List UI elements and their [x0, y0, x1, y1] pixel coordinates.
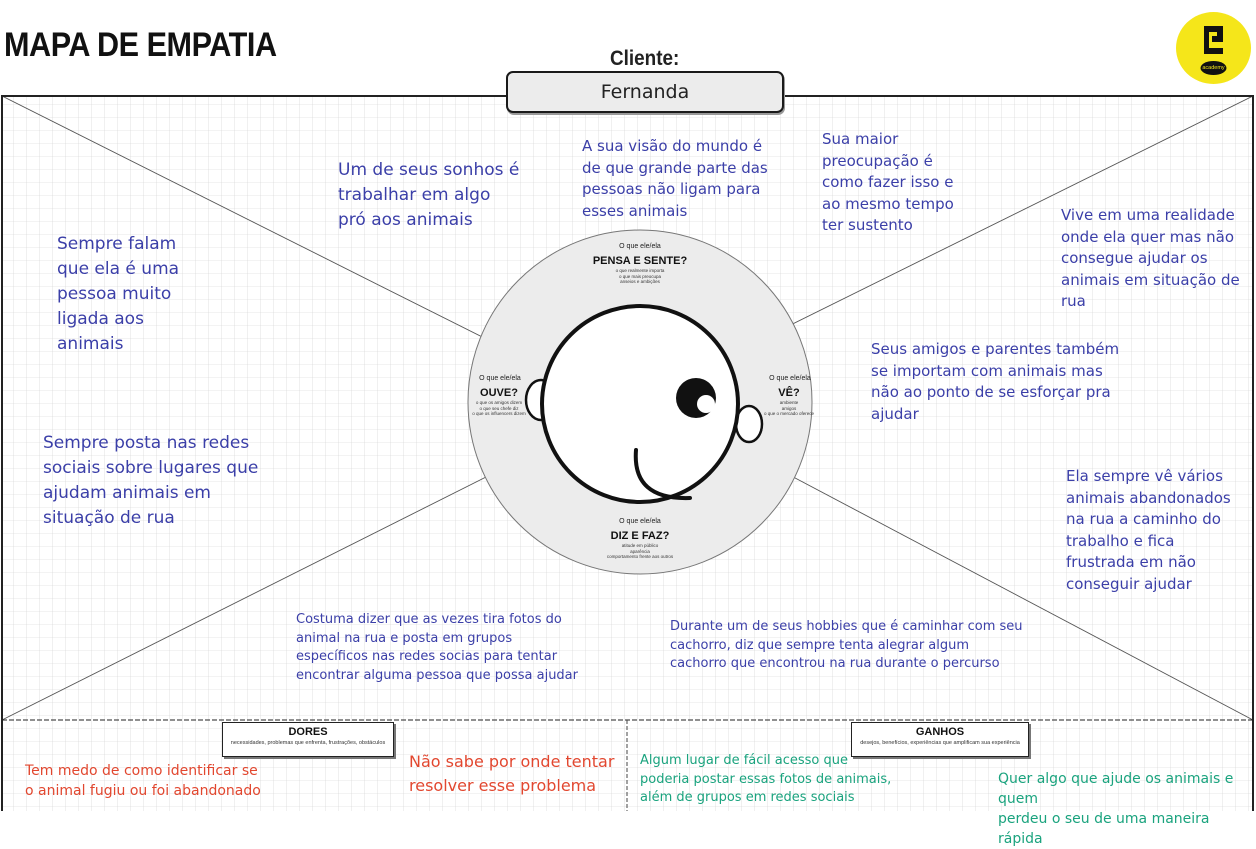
dores-label: DORES necessidades, problemas que enfren… — [222, 722, 394, 757]
ganhos-label: GANHOS desejos, benefícios, experiências… — [851, 722, 1029, 757]
academy-logo: academy — [1176, 12, 1251, 84]
note-costuma[interactable]: Costuma dizer que as vezes tira fotos do… — [296, 612, 578, 683]
pensa-prefix: O que ele/ela — [619, 243, 661, 250]
note-preocupacao[interactable]: Sua maior preocupação é como fazer isso … — [822, 130, 954, 234]
note-visao[interactable]: A sua visão do mundo é de que grande par… — [582, 137, 768, 220]
empathy-map-board — [1, 95, 1254, 811]
note-ve-varios[interactable]: Ela sempre vê vários animais abandonados… — [1066, 467, 1231, 593]
pensa-title: PENSA E SENTE? — [592, 255, 688, 267]
diz-prefix: O que ele/ela — [619, 518, 661, 525]
note-realidade[interactable]: Vive em uma realidade onde ela quer mas … — [1061, 206, 1240, 310]
ouve-subtitle: o que os amigos dizem o que seu chefe di… — [472, 400, 526, 416]
note-dor-resolver[interactable]: Não sabe por onde tentar resolver esse p… — [409, 752, 615, 795]
note-dor-medo[interactable]: Tem medo de como identificar se o animal… — [25, 763, 261, 799]
diz-title: DIZ E FAZ? — [610, 530, 670, 542]
note-ganho-lugar[interactable]: Algum lugar de fácil acesso que poderia … — [640, 753, 892, 805]
face-illustration — [524, 304, 764, 504]
diz-subtitle: atitude em público aparência comportamen… — [606, 543, 674, 559]
note-amigos[interactable]: Seus amigos e parentes também se importa… — [871, 340, 1120, 423]
ve-prefix: O que ele/ela — [769, 375, 811, 382]
logo-text: academy — [1202, 65, 1225, 71]
pensa-subtitle: o que realmente importa o que mais preoc… — [615, 268, 665, 284]
ve-subtitle: ambiente amigos o que o mercado oferece — [763, 400, 815, 416]
ve-title: VÊ? — [778, 387, 800, 399]
dores-subtitle: necessidades, problemas que enfrenta, fr… — [230, 740, 386, 746]
dores-title: DORES — [288, 726, 328, 738]
ouve-prefix: O que ele/ela — [479, 375, 521, 382]
note-hobbies[interactable]: Durante um de seus hobbies que é caminha… — [670, 619, 1023, 671]
note-posta[interactable]: Sempre posta nas redes sociais sobre lug… — [43, 433, 259, 528]
ouve-title: OUVE? — [480, 387, 518, 399]
page-title: MAPA DE EMPATIA — [4, 26, 277, 64]
ganhos-title: GANHOS — [915, 726, 965, 738]
logo-mark-icon — [1200, 26, 1227, 75]
client-label: Cliente: — [610, 47, 680, 70]
ganhos-subtitle: desejos, benefícios, experiências que am… — [860, 740, 1020, 746]
client-name-field[interactable]: Fernanda — [506, 71, 784, 113]
note-ganho-rapida[interactable]: Quer algo que ajude os animais e quem pe… — [998, 771, 1234, 847]
note-falam[interactable]: Sempre falam que ela é uma pessoa muito … — [57, 234, 180, 354]
note-sonhos[interactable]: Um de seus sonhos é trabalhar em algo pr… — [338, 160, 520, 230]
